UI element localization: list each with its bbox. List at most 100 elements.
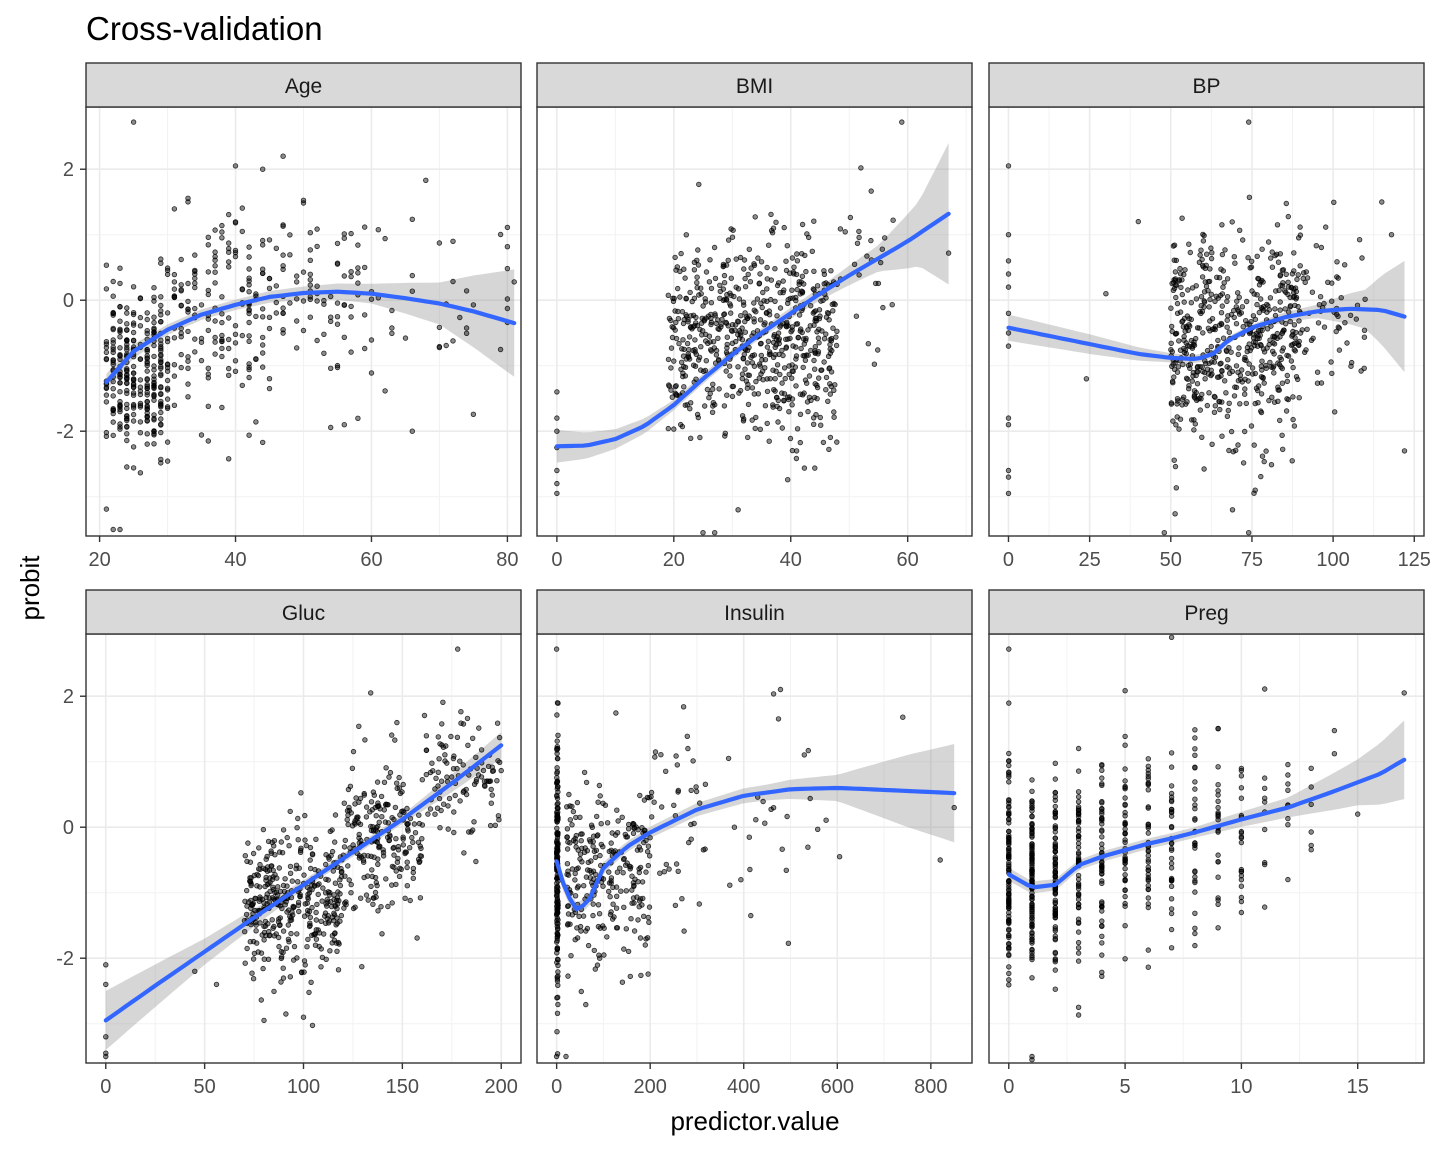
data-point [823,331,829,337]
data-point [1290,416,1296,423]
data-point [1178,284,1184,291]
data-point [606,888,612,895]
data-point [1192,889,1198,895]
data-point [416,812,422,818]
data-point [684,733,690,739]
data-point [728,310,734,316]
data-point [437,825,443,831]
data-point [117,380,123,386]
data-point [329,940,335,946]
data-point [1233,384,1240,391]
data-point [324,915,330,922]
data-point [412,830,419,836]
data-point [1356,236,1363,243]
data-point [1172,269,1179,275]
data-point [130,392,137,398]
data-point [1285,822,1291,828]
data-point [594,833,600,839]
data-point [263,856,269,862]
data-point [266,325,273,332]
data-point [830,325,836,331]
data-point [268,863,274,869]
data-point [1173,485,1179,491]
data-point [1122,837,1128,843]
data-point [225,240,232,246]
data-point [628,916,634,922]
data-point [1122,795,1128,801]
data-point [504,224,511,231]
data-point [450,278,456,285]
data-point [764,344,771,350]
data-point [1269,249,1275,255]
data-point [570,808,577,815]
data-point [555,755,561,762]
data-point [178,330,184,336]
data-point [1215,925,1221,931]
data-point [1075,939,1082,946]
data-point [1290,394,1296,400]
data-point [391,852,397,858]
data-point [801,341,807,347]
data-point [1099,762,1105,769]
data-point [572,870,578,877]
data-point [332,812,339,818]
data-point [144,392,150,398]
data-point [1243,357,1249,364]
data-point [348,273,354,280]
data-point [198,335,205,342]
data-point [826,446,832,453]
data-point [248,881,254,887]
data-point [555,878,561,884]
data-point [489,764,495,770]
data-point [554,831,561,837]
data-point [899,119,905,125]
data-point [1277,251,1283,257]
data-point [1052,854,1058,860]
data-point [779,347,785,354]
data-point [810,310,816,316]
data-point [1052,949,1058,956]
data-point [1005,490,1012,497]
data-point [225,336,232,343]
data-point [345,863,351,869]
data-point [804,231,810,237]
data-point [722,430,728,436]
data-point [1177,265,1183,272]
data-point [757,271,763,277]
data-point [341,235,347,241]
data-point [816,307,823,313]
data-point [1122,733,1128,740]
data-point [694,280,700,286]
data-point [117,356,123,363]
data-point [1005,310,1012,316]
data-point [410,839,416,846]
data-point [568,953,574,959]
data-point [1099,952,1105,958]
data-point [117,352,123,358]
data-point [1228,349,1234,355]
data-point [286,907,292,913]
data-point [661,869,667,875]
data-point [1174,396,1181,402]
data-point [783,258,789,264]
data-point [783,267,790,274]
data-point [668,387,674,393]
data-point [1192,806,1198,812]
data-point [473,858,479,865]
data-point [1006,951,1012,958]
data-point [779,846,785,852]
data-point [673,861,680,867]
data-point [117,389,123,395]
data-point [257,861,263,868]
data-point [463,791,470,798]
data-point [198,339,205,345]
data-point [694,285,700,291]
data-point [703,269,710,275]
data-point [1263,448,1269,454]
data-point [309,904,315,911]
data-point [688,400,694,406]
data-point [452,792,458,799]
data-point [1168,860,1175,867]
data-point [473,754,479,760]
data-point [678,250,684,257]
